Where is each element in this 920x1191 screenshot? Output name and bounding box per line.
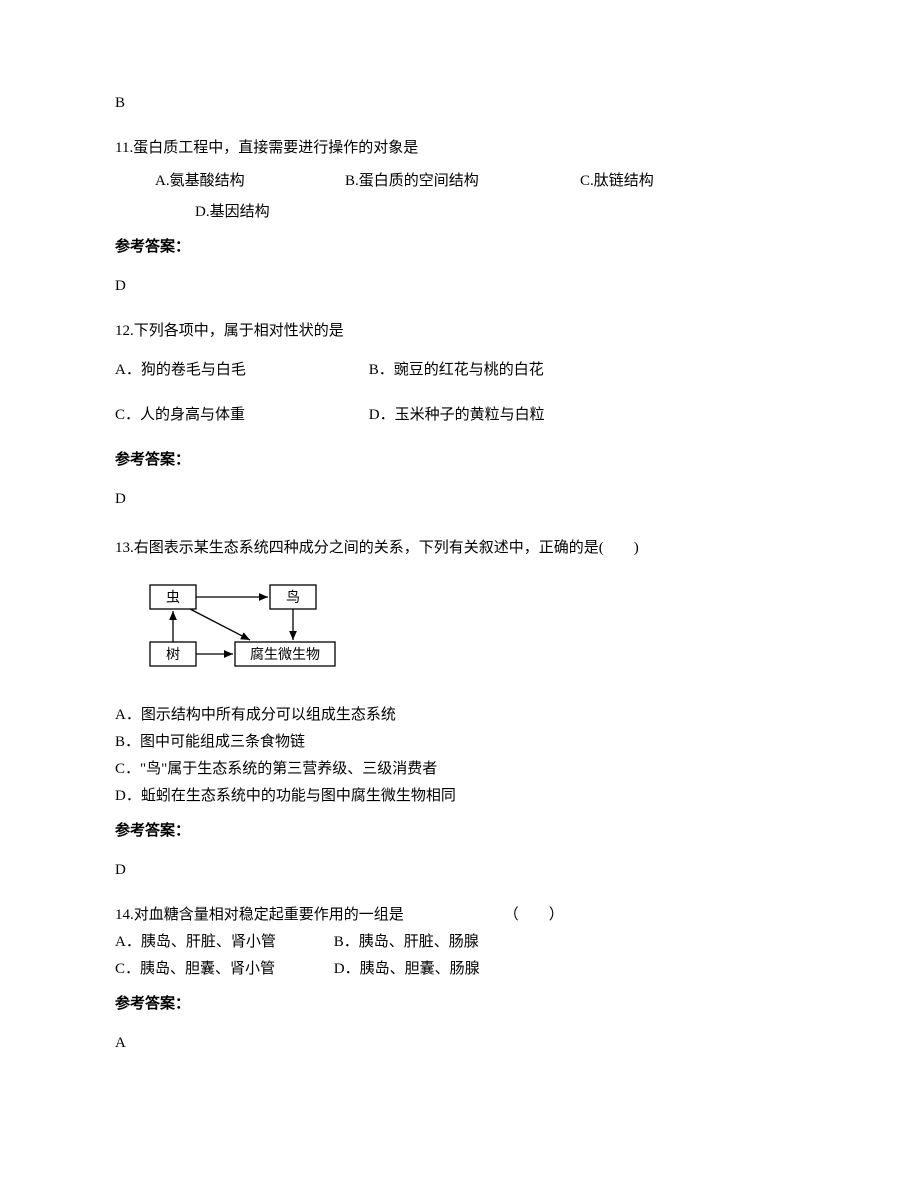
q13-answer-label: 参考答案：: [115, 818, 805, 845]
q13-stem: 右图表示某生态系统四种成分之间的关系，下列有关叙述中，正确的是( ): [134, 540, 639, 556]
node-microbe-label: 腐生微生物: [250, 646, 320, 663]
q11-stem: 蛋白质工程中，直接需要进行操作的对象是: [133, 140, 418, 156]
q12-optC: C．人的身高与体重: [115, 402, 365, 429]
q14-paren: （ ）: [504, 902, 564, 929]
q14-answer-label: 参考答案：: [115, 991, 805, 1018]
question-11: 11.蛋白质工程中，直接需要进行操作的对象是 A.氨基酸结构 B.蛋白质的空间结…: [115, 135, 805, 226]
ecosystem-diagram: 虫 鸟 树 腐生微生物: [130, 577, 805, 687]
q11-optA: A.氨基酸结构: [155, 168, 345, 195]
question-13: 13.右图表示某生态系统四种成分之间的关系，下列有关叙述中，正确的是( ) 虫 …: [115, 535, 805, 810]
q12-answer-label: 参考答案：: [115, 447, 805, 474]
node-bird-label: 鸟: [286, 590, 300, 606]
q14-num: 14.: [115, 902, 134, 929]
q14-optB: B．胰岛、肝脏、肠腺: [334, 929, 479, 956]
q11-optD: D.基因结构: [195, 199, 270, 226]
q14-optD: D．胰岛、胆囊、肠腺: [334, 956, 480, 983]
q11-options-row1: A.氨基酸结构 B.蛋白质的空间结构 C.肽链结构: [115, 168, 805, 195]
q12-answer: D: [115, 486, 805, 513]
q14-row1: A．胰岛、肝脏、肾小管 B．胰岛、肝脏、肠腺: [115, 929, 805, 956]
q13-optA: A．图示结构中所有成分可以组成生态系统: [115, 702, 805, 729]
q13-answer: D: [115, 857, 805, 884]
question-14: 14.对血糖含量相对稳定起重要作用的一组是 （ ） A．胰岛、肝脏、肾小管 B．…: [115, 902, 805, 983]
q14-text: 14.对血糖含量相对稳定起重要作用的一组是 （ ）: [115, 902, 805, 929]
q11-optB: B.蛋白质的空间结构: [345, 168, 580, 195]
q11-answer-label: 参考答案：: [115, 234, 805, 261]
q12-optA: A．狗的卷毛与白毛: [115, 357, 365, 384]
previous-answer: B: [115, 90, 805, 117]
q12-optB: B．豌豆的红花与桃的白花: [369, 357, 544, 384]
edge-insect-microbe: [190, 609, 250, 640]
q14-stem: 对血糖含量相对稳定起重要作用的一组是: [134, 902, 404, 929]
q12-optD: D．玉米种子的黄粒与白粒: [369, 402, 545, 429]
q14-answer: A: [115, 1030, 805, 1057]
q13-optC: C．"鸟"属于生态系统的第三营养级、三级消费者: [115, 756, 805, 783]
q13-text: 13.右图表示某生态系统四种成分之间的关系，下列有关叙述中，正确的是( ): [115, 535, 805, 562]
q14-row2: C．胰岛、胆囊、肾小管 D．胰岛、胆囊、肠腺: [115, 956, 805, 983]
q12-row1: A．狗的卷毛与白毛 B．豌豆的红花与桃的白花: [115, 357, 805, 384]
question-12: 12.下列各项中，属于相对性状的是 A．狗的卷毛与白毛 B．豌豆的红花与桃的白花…: [115, 318, 805, 429]
q13-optD: D．蚯蚓在生态系统中的功能与图中腐生微生物相同: [115, 783, 805, 810]
q12-options: A．狗的卷毛与白毛 B．豌豆的红花与桃的白花 C．人的身高与体重 D．玉米种子的…: [115, 357, 805, 429]
q12-row2: C．人的身高与体重 D．玉米种子的黄粒与白粒: [115, 402, 805, 429]
q12-num: 12.: [115, 323, 134, 339]
q11-options-row2: D.基因结构: [115, 199, 805, 226]
q14-optA: A．胰岛、肝脏、肾小管: [115, 929, 330, 956]
q13-optB: B．图中可能组成三条食物链: [115, 729, 805, 756]
q13-num: 13.: [115, 540, 134, 556]
q11-num: 11.: [115, 140, 133, 156]
q11-optC: C.肽链结构: [580, 168, 654, 195]
q14-optC: C．胰岛、胆囊、肾小管: [115, 956, 330, 983]
diagram-svg: 虫 鸟 树 腐生微生物: [130, 577, 350, 677]
q12-stem: 下列各项中，属于相对性状的是: [134, 323, 344, 339]
q11-answer: D: [115, 273, 805, 300]
q12-text: 12.下列各项中，属于相对性状的是: [115, 318, 805, 345]
node-insect-label: 虫: [166, 590, 180, 606]
node-tree-label: 树: [166, 647, 180, 663]
q11-text: 11.蛋白质工程中，直接需要进行操作的对象是: [115, 135, 805, 162]
